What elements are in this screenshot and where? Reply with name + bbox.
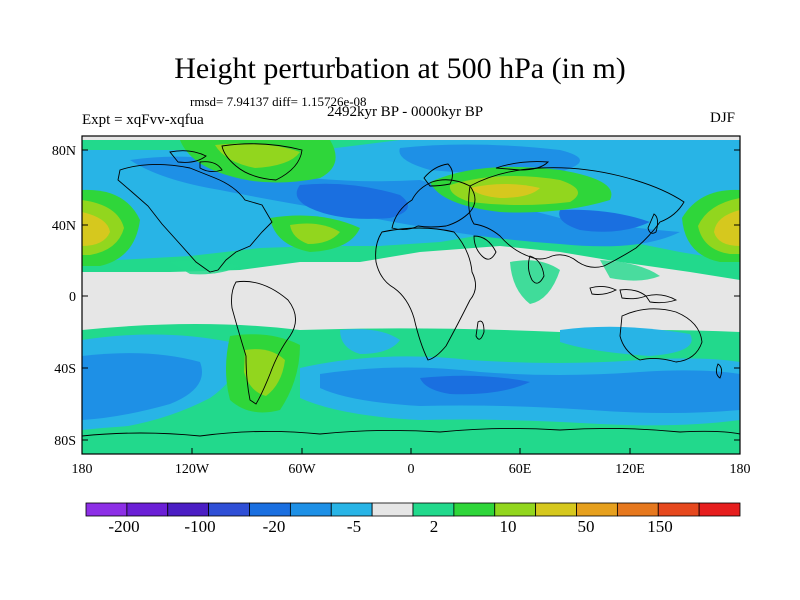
lon-label: 120W [175,462,210,477]
colorbar-label: 2 [430,517,439,536]
pacific-high-west-yellow [82,212,110,246]
coastlines [82,143,740,437]
colorbar-label: -20 [263,517,286,536]
colorbar-box [576,502,618,517]
lat-label: 80N [52,144,76,159]
lon-label: 180 [730,462,751,477]
greenland-yg [215,143,300,168]
colorbar-label: 50 [578,517,595,536]
colorbar-box [330,502,373,517]
colorbar-box [698,502,741,517]
lon-label: 60W [288,462,316,477]
figure-title: Height perturbation at 500 hPa (in m) [174,52,626,85]
colorbar-labels: -200 -100 -20 -5 2 10 50 150 [108,517,672,536]
nh-dark-blue-core-2 [559,209,650,232]
colorbar-box [167,502,210,517]
colorbar-label: 150 [647,517,673,536]
period-label: 2492kyr BP - 0000kyr BP [326,104,484,120]
colorbar-box [289,502,332,517]
nh-northern-blue [399,144,580,174]
lat-tick-labels: 80N 40N 0 40S 80S [52,144,76,449]
sh-polar-teal [82,423,740,454]
lon-label: 0 [408,462,415,477]
eurasia-high-yellow [470,184,540,198]
colorbar-box [616,502,659,517]
colorbar-box [453,502,496,517]
stats-text: rmsd= 7.94137 diff= 1.15726e-08 [190,94,367,109]
sh-east-light-blue [560,326,692,356]
colorbar-box [412,502,455,517]
lat-label: 40N [52,219,76,234]
lon-label: 60E [509,462,532,477]
atlantic-anomaly-yg [290,223,340,244]
lon-tick-labels: 180 120W 60W 0 60E 120E 180 [72,462,751,477]
colorbar-box [208,502,250,517]
colorbar [85,502,741,517]
height-field [82,136,740,454]
sh-south-america-yg [244,349,285,396]
colorbar-box [535,502,577,517]
pacific-high-east-yellow [714,210,740,246]
lon-label: 180 [72,462,93,477]
colorbar-label: -200 [108,517,139,536]
sh-africa-light-blue [340,329,400,354]
colorbar-label: 10 [500,517,517,536]
colorbar-box [494,502,537,517]
lat-label: 0 [69,290,76,305]
colorbar-box [657,502,700,517]
lat-label: 40S [54,362,76,377]
colorbar-label: -100 [184,517,215,536]
season-label: DJF [710,110,736,126]
colorbar-box [126,502,169,517]
lat-label: 80S [54,434,76,449]
lon-tick-marks [81,448,741,454]
tropical-speckle-1 [510,260,560,304]
lon-label: 120E [615,462,645,477]
colorbar-box [249,502,291,517]
sh-indian-dark-blue [420,375,530,395]
tropical-speckle-3 [600,260,660,281]
lat-tick-marks [82,149,740,441]
nh-dark-blue-core [296,183,408,219]
colorbar-box [85,502,128,517]
sh-pacific-blue [82,353,202,420]
colorbar-label: -5 [347,517,361,536]
colorbar-box [371,502,414,517]
experiment-label: Expt = xqFvv-xqfua [82,112,204,128]
